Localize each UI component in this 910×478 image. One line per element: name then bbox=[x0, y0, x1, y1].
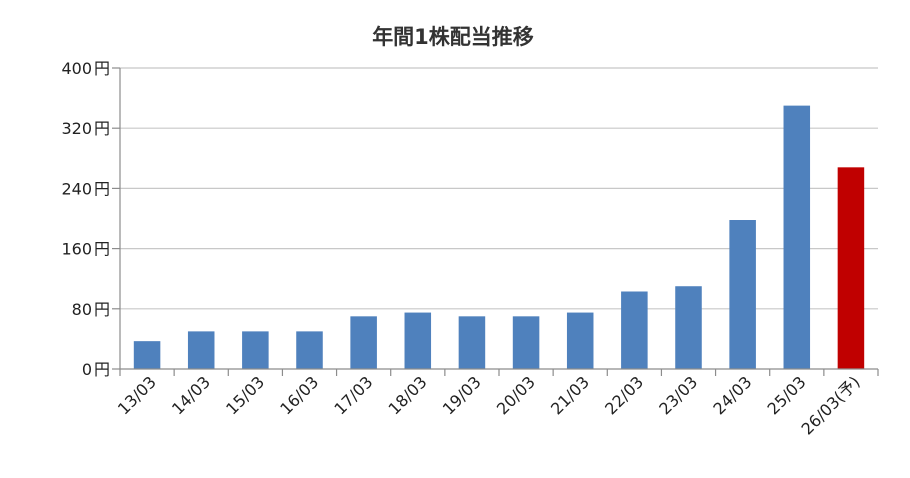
x-tick-label-16/03: 16/03 bbox=[276, 372, 322, 418]
y-tick-label-400: 400 bbox=[61, 59, 92, 78]
bar-14/03 bbox=[187, 331, 215, 369]
bar-21/03 bbox=[566, 312, 594, 369]
x-tick-label-19/03: 19/03 bbox=[439, 372, 485, 418]
x-tick-label-24/03: 24/03 bbox=[709, 372, 755, 418]
y-tick-unit-400: 円 bbox=[94, 59, 110, 78]
bar-25/03 bbox=[783, 105, 811, 369]
y-tick-label-320: 320 bbox=[61, 119, 92, 138]
y-tick-label-240: 240 bbox=[61, 179, 92, 198]
x-tick-label-22/03: 22/03 bbox=[601, 372, 647, 418]
x-tick-label-20/03: 20/03 bbox=[493, 372, 539, 418]
bar-22/03 bbox=[621, 291, 648, 369]
axes bbox=[112, 67, 879, 376]
x-tick-label-25/03: 25/03 bbox=[764, 372, 810, 418]
x-tick-label-17/03: 17/03 bbox=[330, 372, 376, 418]
bar-series bbox=[133, 105, 865, 369]
bar-23/03 bbox=[675, 286, 702, 369]
y-tick-unit-80: 円 bbox=[94, 300, 110, 319]
y-tick-unit-0: 円 bbox=[94, 360, 110, 379]
x-tick-label-18/03: 18/03 bbox=[385, 372, 431, 418]
bar-20/03 bbox=[512, 316, 540, 369]
bar-16/03 bbox=[296, 331, 323, 369]
x-tick-label-23/03: 23/03 bbox=[655, 372, 701, 418]
bar-13/03 bbox=[133, 341, 161, 369]
x-axis-labels: 13/03 14/03 15/03 16/03 17/03 18/03 19/03 20/03… bbox=[114, 372, 864, 438]
y-tick-unit-320: 円 bbox=[94, 119, 110, 138]
bar-26/03(予) bbox=[837, 167, 865, 369]
grid-lines bbox=[120, 67, 878, 310]
bar-19/03 bbox=[458, 316, 486, 369]
y-tick-label-80: 80 bbox=[72, 300, 92, 319]
bar-17/03 bbox=[350, 316, 377, 369]
x-tick-label-13/03: 13/03 bbox=[114, 372, 160, 418]
y-tick-unit-160: 円 bbox=[94, 240, 110, 259]
x-tick-label-26/03(予): 26/03(予) bbox=[798, 372, 864, 438]
bar-18/03 bbox=[404, 312, 432, 369]
y-tick-label-0: 0 bbox=[82, 360, 92, 379]
x-tick-label-14/03: 14/03 bbox=[168, 372, 214, 418]
bar-15/03 bbox=[242, 331, 269, 369]
chart-title: 年間1株配当推移 bbox=[372, 25, 534, 49]
y-tick-unit-240: 円 bbox=[94, 179, 110, 198]
y-tick-label-160: 160 bbox=[61, 240, 92, 259]
bar-24/03 bbox=[729, 220, 756, 369]
x-tick-label-15/03: 15/03 bbox=[222, 372, 268, 418]
x-tick-label-21/03: 21/03 bbox=[547, 372, 593, 418]
